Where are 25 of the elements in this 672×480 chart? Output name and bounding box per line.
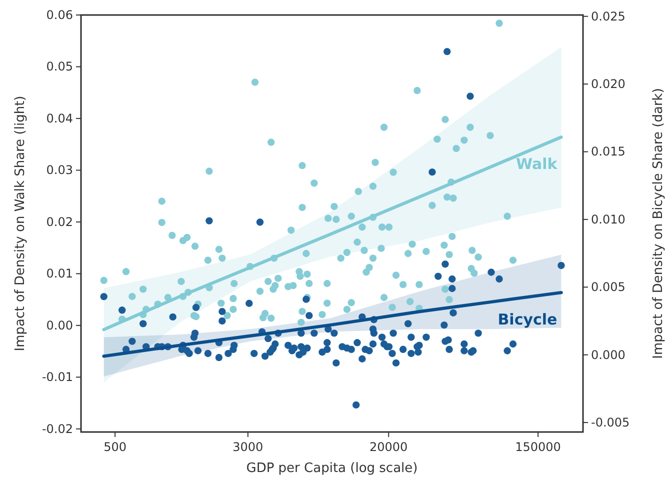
series-label: Walk [516, 155, 558, 174]
y-tick-label: 0.00 [46, 318, 73, 332]
x-tick-label: 500 [104, 440, 126, 454]
y-tick-label: 0.03 [46, 163, 73, 178]
x-axis-title: GDP per Capita (log scale) [246, 461, 418, 476]
y-tick-label: 0.06 [46, 8, 73, 22]
y2-tick-label: 0.025 [591, 9, 626, 24]
y-tick-label: 0.02 [46, 214, 73, 229]
y-tick-label: -0.01 [42, 370, 73, 384]
x-tick-label: 150000 [515, 440, 561, 454]
y-tick-label: 0.04 [46, 111, 73, 126]
y2-tick-label: 0.020 [591, 77, 626, 92]
x-tick-label: 20000 [370, 440, 408, 454]
x-tick-label: 3000 [232, 440, 264, 454]
series-label: Bicycle [498, 310, 558, 329]
y-tick-label: 0.05 [46, 60, 73, 74]
y2-tick-label: 0.015 [591, 144, 626, 159]
y2-tick-label: -0.005 [591, 416, 630, 430]
y-axis-title: Impact of Density on Walk Share (light) [13, 96, 28, 352]
y2-axis-title: Impact of Density on Bicycle Share (dark) [651, 88, 666, 359]
y2-tick-label: 0.000 [591, 348, 626, 362]
y2-tick-label: 0.010 [591, 212, 626, 226]
y2-tick-label: 0.005 [591, 280, 626, 294]
y-tick-label: -0.02 [42, 422, 73, 436]
y-tick-label: 0.01 [46, 266, 73, 281]
